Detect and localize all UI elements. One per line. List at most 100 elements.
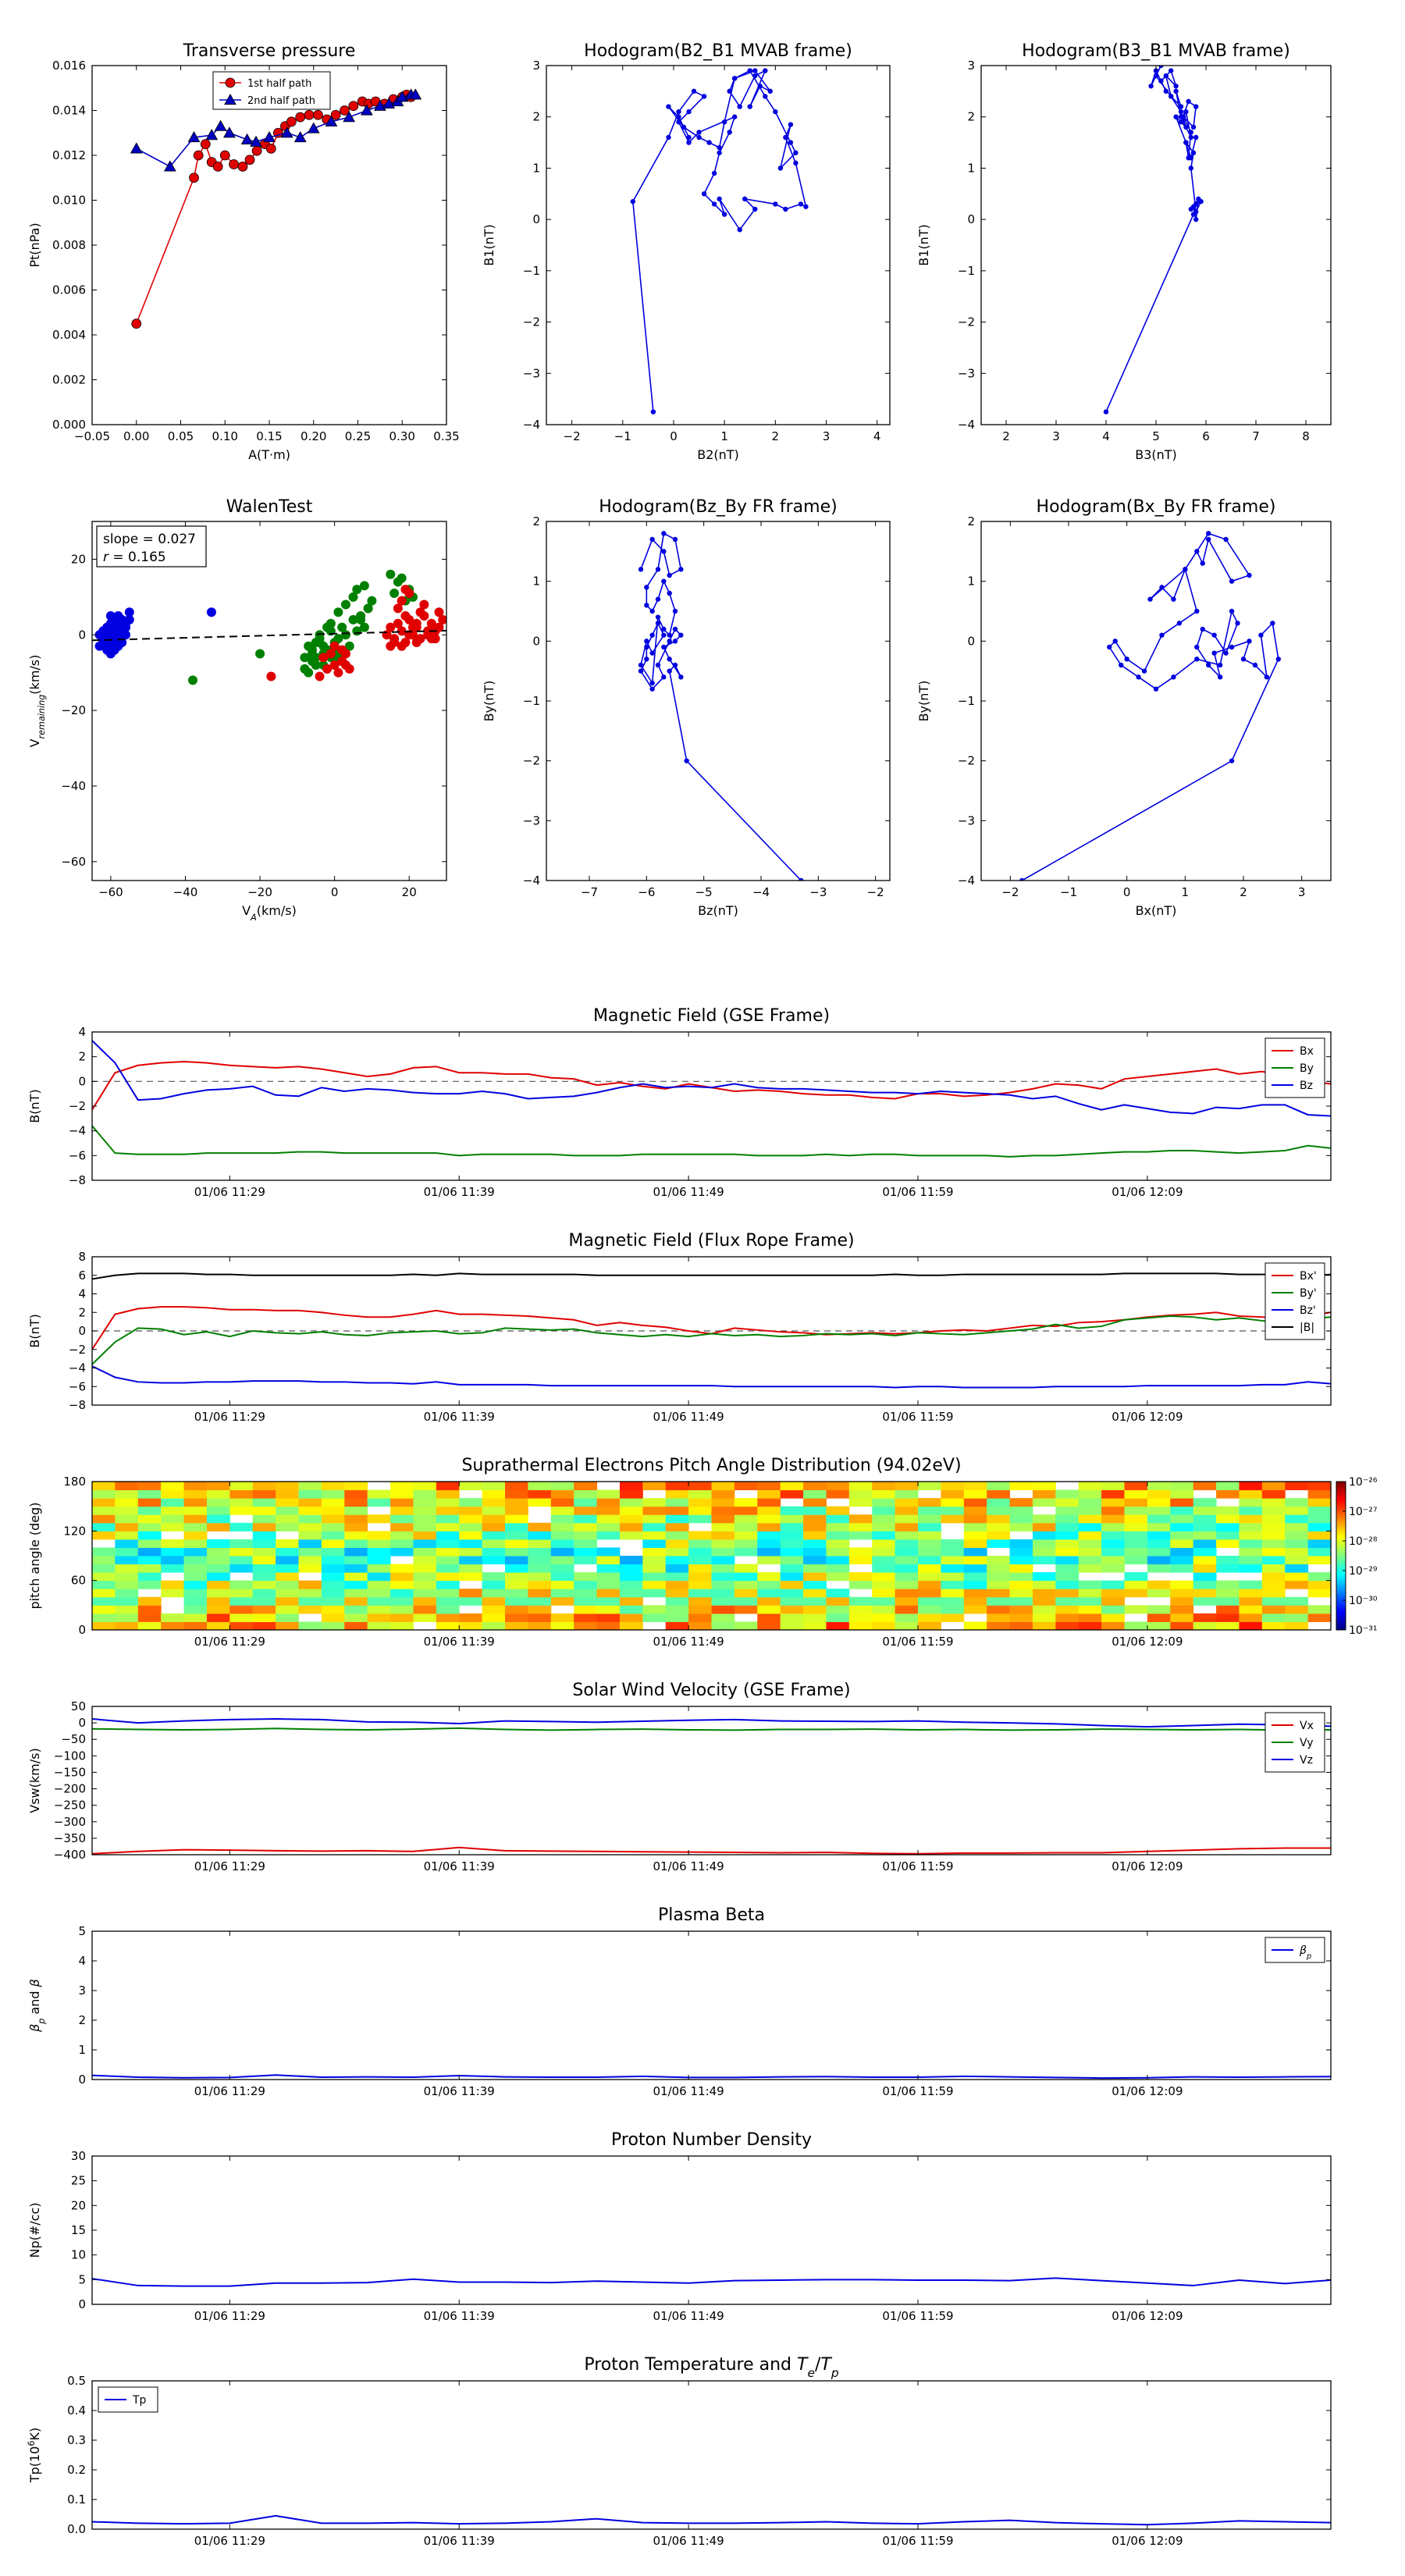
data-point <box>325 115 338 127</box>
heatmap-cell <box>528 1482 552 1491</box>
heatmap-cell <box>137 1489 162 1499</box>
data-point <box>313 109 323 120</box>
heatmap-cell <box>1239 1498 1263 1507</box>
hodogram-point <box>649 686 655 692</box>
heatmap-cell <box>276 1539 299 1548</box>
heatmap-cell <box>344 1531 368 1540</box>
hodogram-point <box>1194 608 1200 614</box>
y-tick-label: 0.006 <box>52 283 86 297</box>
colorbar-bar <box>1336 1481 1346 1631</box>
heatmap-cell <box>987 1522 1011 1532</box>
heatmap-cell <box>987 1580 1011 1589</box>
heatmap-cell <box>780 1531 804 1540</box>
x-tick-label: 0.20 <box>301 429 326 443</box>
series-line <box>92 1315 1331 1365</box>
legend-label: Bz <box>1300 1080 1313 1092</box>
heatmap-cell <box>528 1589 552 1598</box>
y-tick-label: −20 <box>61 703 86 717</box>
heatmap-cell <box>137 1613 162 1622</box>
heatmap-cell <box>137 1539 162 1548</box>
data-point <box>200 139 211 150</box>
hodogram-point <box>661 626 667 632</box>
heatmap-cell <box>1078 1482 1102 1491</box>
hodogram-point <box>1173 84 1179 89</box>
heatmap-cell <box>1170 1613 1194 1622</box>
colorbar-label: 10⁻³⁰ <box>1349 1595 1378 1607</box>
heatmap-cell <box>413 1596 437 1606</box>
heatmap-cell <box>826 1482 850 1491</box>
heatmap-cell <box>574 1580 598 1589</box>
walen-point <box>397 641 407 651</box>
hodogram-point <box>661 674 667 680</box>
series-line <box>92 2277 1331 2287</box>
annotation-frame <box>96 525 207 568</box>
y-tick-label: 0.000 <box>52 418 86 432</box>
heatmap-cell <box>321 1489 345 1499</box>
heatmap-cell <box>1307 1547 1332 1557</box>
heatmap-cell <box>459 1514 483 1524</box>
heatmap-cell <box>344 1482 368 1491</box>
heatmap-cell <box>688 1547 712 1557</box>
heatmap-cell <box>528 1580 552 1589</box>
hodogram-point <box>1103 409 1109 415</box>
colorbar-label: 10⁻³¹ <box>1349 1624 1377 1637</box>
heatmap-cell <box>183 1605 208 1614</box>
y-tick-label: −4 <box>523 873 540 888</box>
heatmap-cell <box>1032 1522 1056 1532</box>
hodogram-point <box>1190 124 1197 130</box>
heatmap-cell <box>115 1572 139 1582</box>
hodogram-point <box>742 196 748 202</box>
heatmap-cell <box>482 1539 506 1548</box>
hodogram-point <box>676 119 681 125</box>
x-tick-label: 01/06 11:39 <box>424 1410 495 1424</box>
x-tick-label: 01/06 11:39 <box>424 1859 495 1873</box>
heatmap-cell <box>161 1489 185 1499</box>
heatmap-cell <box>642 1547 667 1557</box>
plot-area <box>1103 66 1204 415</box>
heatmap-cell <box>183 1531 208 1540</box>
y-tick-label: 4 <box>78 1954 86 1968</box>
chart-mffr: 01/06 11:29 01/06 11:39 01/06 11:49 01/06 1… <box>27 1231 1332 1424</box>
heatmap-cell <box>413 1580 437 1589</box>
hodogram-point <box>1159 632 1165 638</box>
heatmap-cell <box>1124 1498 1148 1507</box>
heatmap-cell <box>895 1564 919 1573</box>
x-axis-label: B3(nT) <box>1135 447 1177 462</box>
heatmap-cell <box>1009 1506 1033 1515</box>
heatmap-cell <box>619 1489 643 1499</box>
heatmap-cell <box>895 1547 919 1557</box>
y-tick-label: 2 <box>532 110 540 124</box>
heatmap-cell <box>183 1514 208 1524</box>
x-tick-label: 01/06 11:49 <box>653 1185 724 1199</box>
heatmap-cell <box>482 1596 506 1606</box>
hodogram-point <box>661 531 667 536</box>
heatmap-cell <box>803 1514 827 1524</box>
heatmap-cell <box>252 1522 276 1532</box>
heatmap-cell <box>321 1531 345 1540</box>
heatmap-cell <box>1101 1539 1125 1548</box>
heatmap-cell <box>803 1580 827 1589</box>
heatmap-cell <box>780 1605 804 1614</box>
heatmap-cell <box>528 1621 552 1631</box>
heatmap-cell <box>505 1522 528 1532</box>
heatmap-cell <box>92 1572 116 1582</box>
hodogram-point <box>1198 198 1204 205</box>
heatmap-cell <box>252 1547 276 1557</box>
walen-point <box>337 622 347 632</box>
heatmap-cell <box>574 1498 598 1507</box>
series-line <box>92 1727 1331 1731</box>
heatmap-cell <box>963 1572 987 1582</box>
heatmap-cell <box>505 1489 528 1499</box>
heatmap-cell <box>298 1564 322 1573</box>
hodogram-point <box>649 650 655 656</box>
hodogram-point <box>1188 134 1194 141</box>
heatmap-cell <box>390 1572 414 1582</box>
x-axis-label: VA(km/s) <box>242 903 297 923</box>
hodogram-point <box>1178 109 1184 115</box>
heatmap-cell <box>390 1589 414 1598</box>
heatmap-cell <box>780 1589 804 1598</box>
heatmap-cell <box>619 1531 643 1540</box>
x-tick-label: 01/06 12:09 <box>1112 2309 1183 2323</box>
x-tick-label: 1 <box>1182 885 1190 899</box>
